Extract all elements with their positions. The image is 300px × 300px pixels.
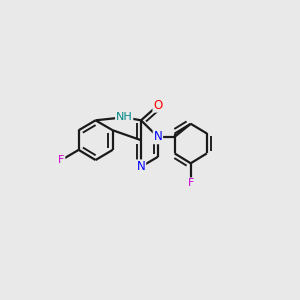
Text: N: N: [154, 130, 162, 143]
Text: NH: NH: [116, 112, 133, 122]
Text: F: F: [188, 178, 194, 188]
Text: F: F: [58, 155, 64, 165]
Text: N: N: [137, 160, 146, 173]
Text: O: O: [153, 99, 163, 112]
